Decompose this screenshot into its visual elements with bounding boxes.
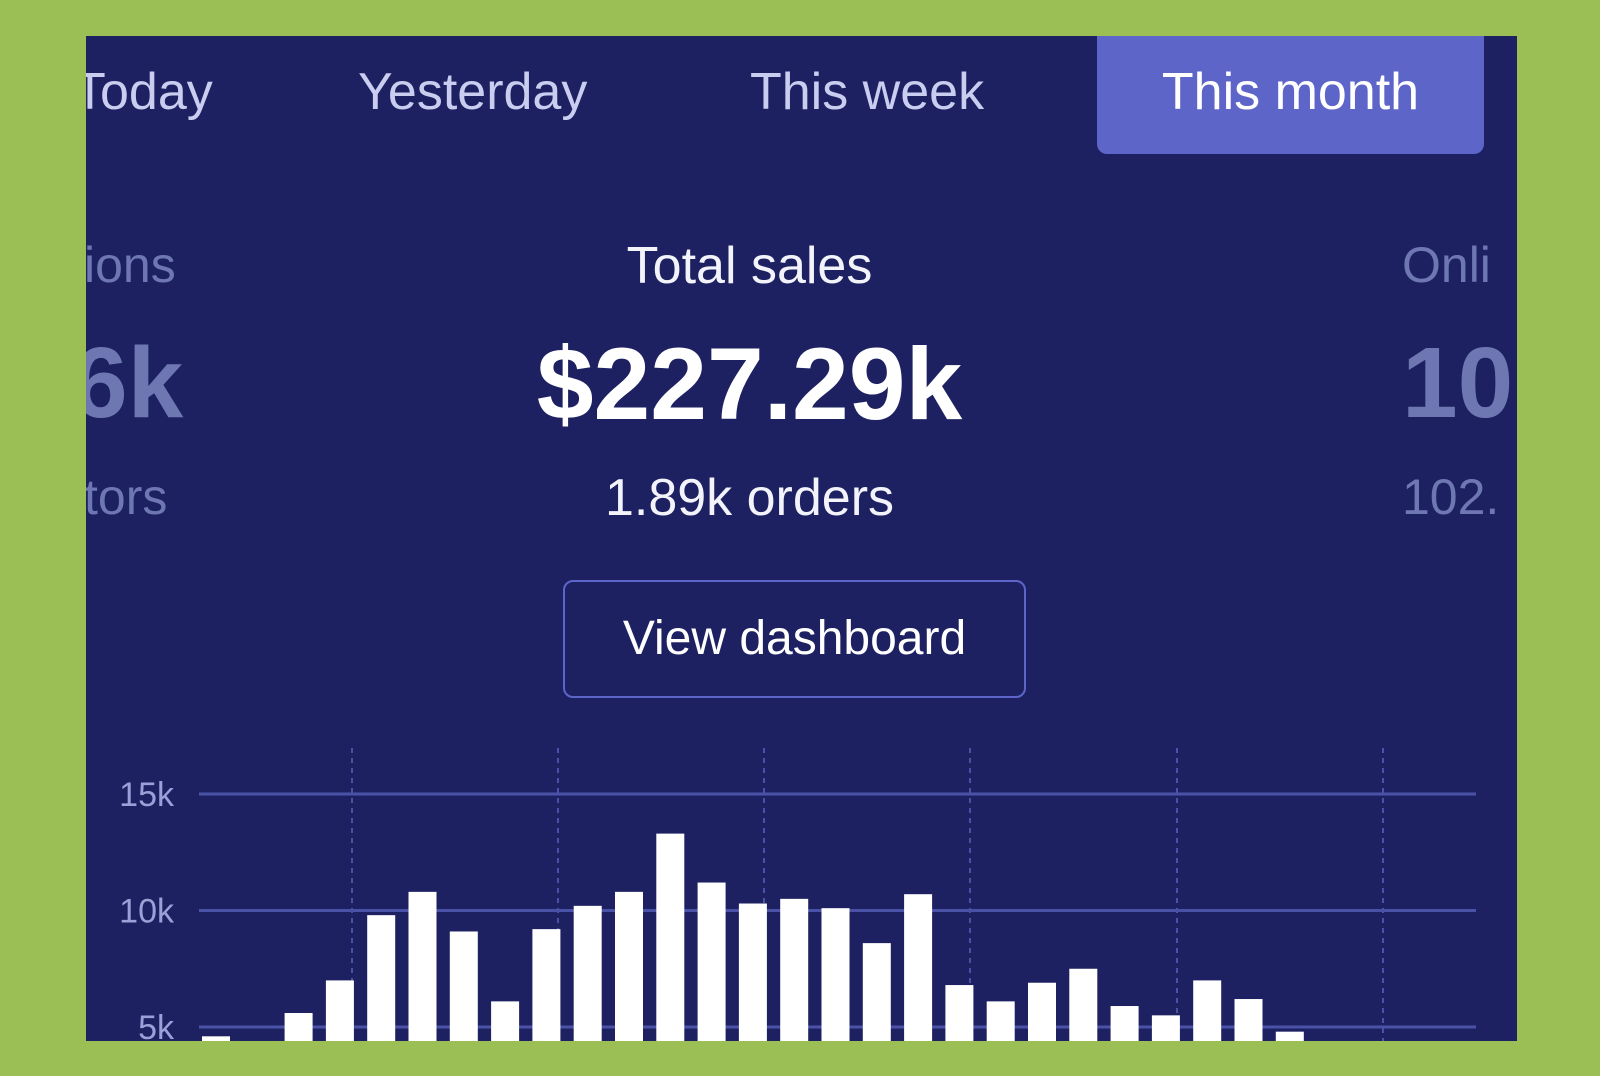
right-stat-sub: 102.	[1402, 469, 1500, 525]
bar	[1193, 980, 1222, 1041]
tab-yesterday[interactable]: Yesterday	[358, 63, 588, 121]
bar	[1110, 1006, 1139, 1041]
bar	[945, 985, 974, 1041]
bar	[615, 891, 643, 1041]
y-tick-label: 5k	[138, 1009, 175, 1041]
bar	[284, 1013, 313, 1041]
bar	[408, 891, 437, 1041]
bar	[367, 915, 396, 1041]
orders-count: 1.89k orders	[604, 469, 895, 527]
bar	[1069, 968, 1098, 1041]
bar	[904, 894, 933, 1041]
y-tick-label: 10k	[119, 893, 175, 931]
bar	[821, 908, 850, 1041]
view-dashboard-button[interactable]: View dashboard	[563, 580, 1026, 698]
bar	[738, 903, 767, 1041]
bar	[532, 929, 561, 1041]
left-stat-title: ions	[86, 237, 176, 293]
bar	[1234, 999, 1263, 1041]
tab-this-month[interactable]: This month	[1097, 36, 1484, 154]
total-sales-title: Total sales	[626, 237, 873, 295]
right-stat-value: 10	[1402, 327, 1514, 439]
bar	[449, 931, 478, 1041]
bar	[1028, 982, 1056, 1041]
total-sales-value: $227.29k	[536, 327, 963, 441]
bar	[986, 1001, 1015, 1041]
bar	[1151, 1015, 1180, 1041]
bar	[491, 1001, 520, 1041]
right-stat-title: Onli	[1402, 237, 1491, 293]
left-stat-sub: tors	[86, 469, 168, 525]
bar	[202, 1036, 230, 1041]
tab-today[interactable]: Today	[86, 63, 213, 121]
sales-bar-chart: 15k 10k 5k	[119, 748, 1476, 1041]
y-tick-label: 15k	[119, 776, 175, 814]
bar	[573, 905, 602, 1041]
bar	[325, 980, 354, 1041]
left-stat-value: 6k	[86, 327, 184, 439]
sales-panel: Today Yesterday This week This month ion…	[86, 36, 1517, 1041]
bar	[1275, 1031, 1304, 1041]
bar	[862, 943, 891, 1041]
bar	[697, 882, 726, 1041]
tab-this-week[interactable]: This week	[750, 63, 985, 121]
bar	[780, 898, 809, 1041]
bar	[656, 833, 685, 1041]
